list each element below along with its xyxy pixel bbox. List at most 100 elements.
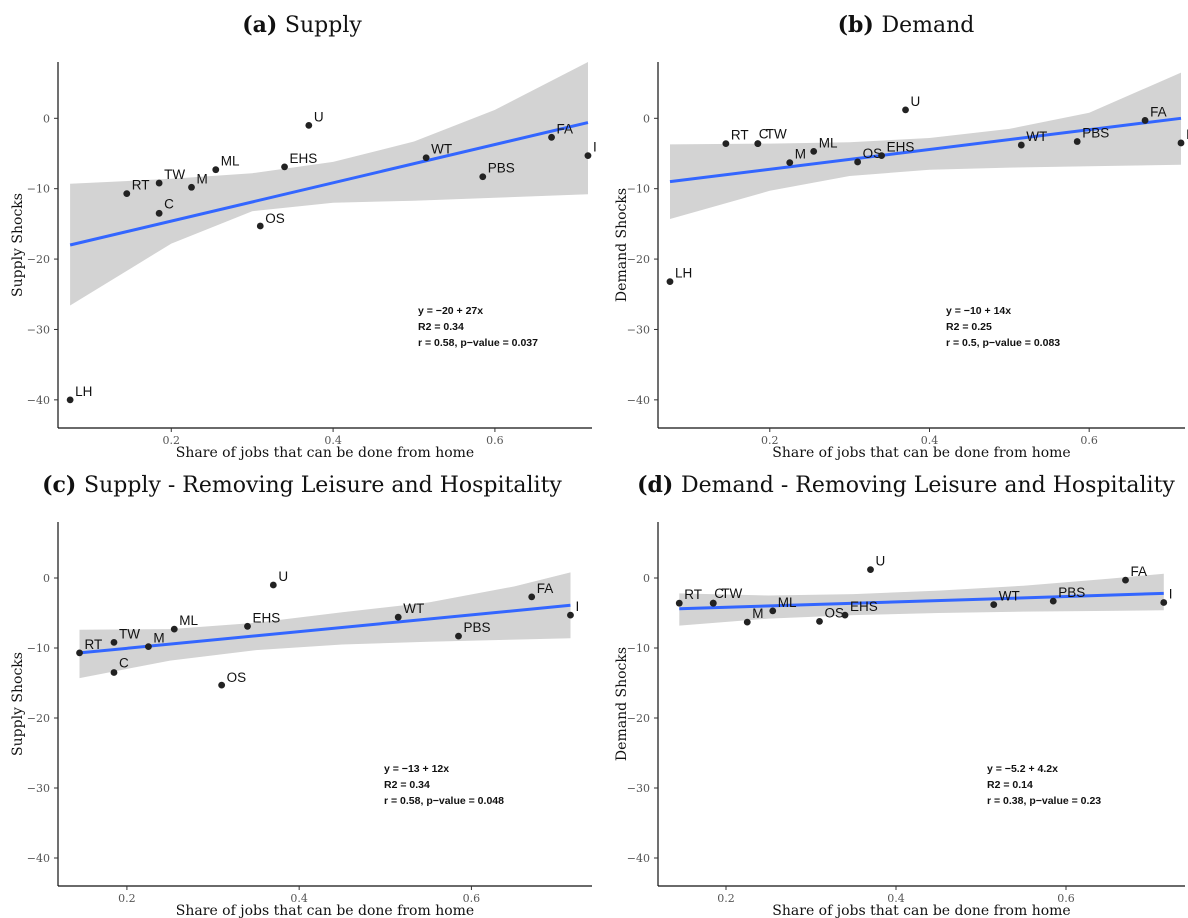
- panel-d-title-prefix: (d): [637, 472, 681, 498]
- panel-d-point-u: [867, 566, 874, 573]
- panel-d-point-ml: [769, 607, 777, 615]
- panel-d-point-label-wt: WT: [999, 589, 1020, 604]
- panel-d-point-label-os: OS: [825, 605, 845, 620]
- panel-a-point-m: [188, 183, 195, 191]
- panel-a-point-ehs: [281, 163, 288, 171]
- panel-c-point-m: [145, 643, 152, 650]
- panel-d-y-axis-title: Demand Shocks: [614, 647, 630, 761]
- panel-a-y-tick-label: 0: [43, 112, 50, 125]
- panel-c-point-wt: [394, 613, 402, 621]
- panel-d-point-label-u: U: [876, 554, 886, 569]
- panel-a-point-label-pbs: PBS: [488, 161, 515, 176]
- panel-a-title: (a) Supply: [242, 12, 362, 38]
- panel-b-point-rt: [722, 140, 730, 148]
- panel-c-y-tick-label: −20: [27, 712, 50, 725]
- panel-c-point-label-os: OS: [227, 670, 247, 685]
- panel-c-fit-line: [79, 603, 571, 655]
- panel-d-x-tick-label: 0.6: [1057, 892, 1075, 905]
- panel-d-y-tick-label: −10: [627, 642, 650, 655]
- panel-d-point-pbs: [1049, 597, 1057, 605]
- panel-c-point-c: [110, 669, 118, 676]
- panel-b-point-label-m: M: [795, 147, 806, 162]
- panel-b-x-axis-title: Share of jobs that can be done from home: [772, 445, 1070, 461]
- panel-b-point-label-tw: TW: [766, 127, 787, 142]
- panel-d-point-m: [743, 618, 751, 626]
- panel-d-fit-line: [679, 591, 1164, 611]
- panel-b-point-label-pbs: PBS: [1082, 126, 1109, 141]
- panel-b-annotation-line-1: y = −10 + 14x: [946, 305, 1011, 317]
- panel-c-point-label-rt: RT: [85, 637, 103, 652]
- panel-d-point-label-ehs: EHS: [850, 599, 878, 614]
- panel-a-point-os: [256, 222, 264, 230]
- panel-b-point-ehs: [878, 152, 885, 160]
- panel-b-y-axis-title: Demand Shocks: [614, 188, 630, 302]
- panel-b-annotation-line-2: R2 = 0.25: [946, 321, 992, 333]
- panel-a-point-label-ehs: EHS: [290, 151, 318, 166]
- panel-d-title: (d) Demand - Removing Leisure and Hospit…: [637, 472, 1175, 498]
- panel-a-y-tick-label: −10: [27, 183, 50, 196]
- panel-b-title-prefix: (b): [838, 12, 882, 38]
- panel-c-point-u: [269, 581, 277, 589]
- panel-c-point-rt: [76, 649, 83, 657]
- panel-c-point-ehs: [244, 622, 251, 630]
- panel-b-point-ml: [810, 147, 818, 155]
- panel-a-point-ml: [212, 166, 220, 174]
- panel-a-annotation-line-2: R2 = 0.34: [418, 321, 464, 333]
- panel-c-x-axis-title: Share of jobs that can be done from home: [176, 903, 474, 918]
- panel-b-annotation-line-3: r = 0.5, p−value = 0.083: [946, 337, 1060, 349]
- panel-c-annotation-line-3: r = 0.58, p−value = 0.048: [384, 795, 504, 807]
- panel-a-point-rt: [123, 190, 131, 198]
- panel-c-y-tick-label: −40: [27, 852, 50, 865]
- panel-b-point-label-ehs: EHS: [887, 140, 915, 155]
- panel-b-y-tick-label: −10: [627, 183, 650, 196]
- panel-a-x-axis-title: Share of jobs that can be done from home: [176, 445, 474, 461]
- panel-b-fit-line: [669, 116, 1182, 184]
- panel-a-point-label-m: M: [197, 171, 208, 186]
- panel-a-point-fa: [548, 133, 555, 141]
- panel-a-point-i: [584, 152, 592, 160]
- panel-c-y-tick-label: −10: [27, 642, 50, 655]
- panel-a-fit-line: [69, 121, 589, 247]
- panel-c-x-tick-label: 0.4: [290, 892, 308, 905]
- panel-d-title-text: Demand - Removing Leisure and Hospitalit…: [681, 473, 1175, 498]
- panel-d-point-label-ml: ML: [778, 595, 797, 610]
- panel-b-confidence-band: [670, 72, 1181, 219]
- panel-a-point-label-u: U: [314, 109, 324, 124]
- panel-d-x-tick-label: 0.2: [717, 892, 735, 905]
- panel-b-point-label-u: U: [911, 94, 921, 109]
- panel-b-y-tick-label: −20: [627, 253, 650, 266]
- panel-d-y-tick-label: −20: [627, 712, 650, 725]
- panel-c-point-label-u: U: [278, 569, 288, 584]
- panel-d-point-rt: [675, 599, 683, 607]
- panel-b-point-label-i: I: [1186, 127, 1188, 142]
- panel-a-y-tick-label: −30: [27, 323, 50, 336]
- panel-b-point-fa: [1141, 117, 1149, 124]
- panel-c-point-label-ml: ML: [179, 613, 198, 628]
- panel-d-y-tick-label: −40: [627, 852, 650, 865]
- panel-a-x-tick-label: 0.4: [324, 434, 342, 447]
- panel-d-point-label-tw: TW: [721, 586, 742, 601]
- panel-c-point-label-m: M: [153, 631, 164, 646]
- panel-d-point-i: [1160, 599, 1168, 606]
- panel-b-point-m: [786, 159, 794, 167]
- panel-c-point-pbs: [455, 632, 462, 640]
- panel-a-point-pbs: [479, 173, 487, 181]
- panel-b-title-text: Demand: [881, 13, 974, 38]
- panel-b-point-i: [1177, 139, 1185, 147]
- panel-c-point-os: [218, 681, 226, 689]
- panel-d-y-tick-label: 0: [643, 572, 650, 585]
- panel-b-x-tick-label: 0.4: [921, 434, 939, 447]
- panel-a-point-lh: [66, 396, 74, 404]
- panel-d-point-os: [816, 618, 823, 625]
- panel-a-annotation-line-3: r = 0.58, p−value = 0.037: [418, 337, 538, 349]
- panel-d-point-label-pbs: PBS: [1058, 585, 1085, 600]
- panel-a-point-c: [155, 209, 163, 217]
- panel-d-point-label-m: M: [752, 606, 763, 621]
- panel-a-point-wt: [422, 154, 430, 162]
- panel-b-point-label-os: OS: [863, 146, 883, 161]
- panel-b-y-tick-label: −30: [627, 323, 650, 336]
- panel-a-x-tick-label: 0.2: [163, 434, 181, 447]
- panel-d-point-label-fa: FA: [1131, 564, 1148, 579]
- panel-c-y-tick-label: 0: [43, 572, 50, 585]
